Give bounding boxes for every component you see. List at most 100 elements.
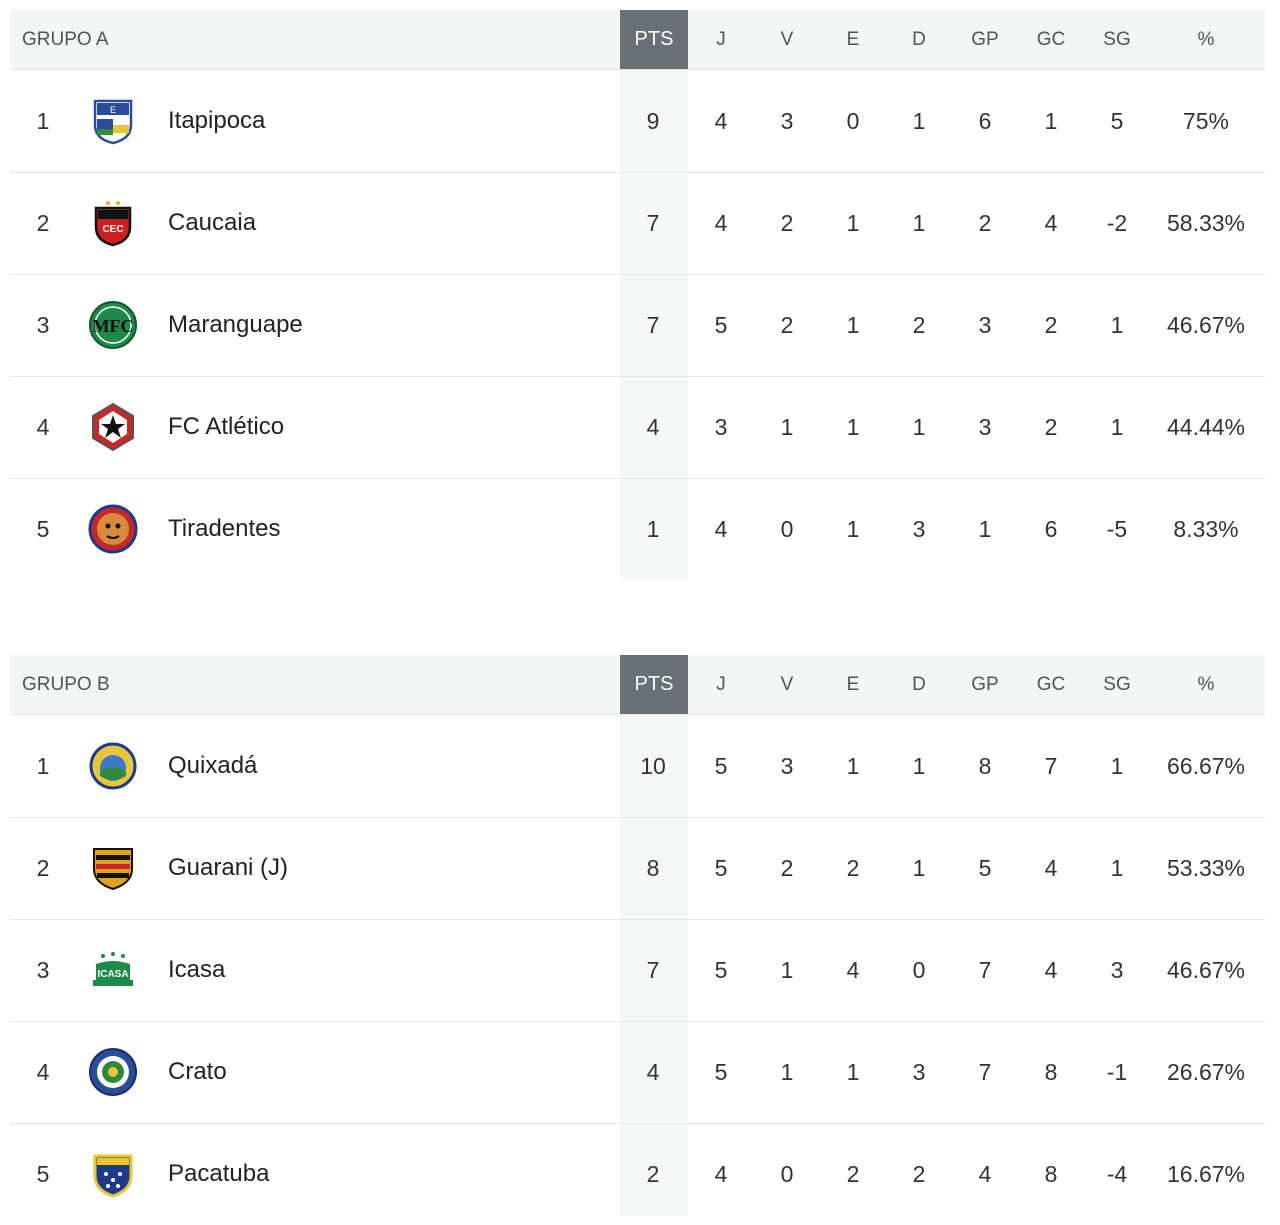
d-cell: 2 [912,1160,926,1187]
pts-cell: 4 [646,1058,660,1085]
d-cell: 0 [912,956,926,983]
table-row[interactable]: 2 Guarani (J) 8 5 2 2 1 5 4 1 53.33% [10,817,1265,920]
pts-cell: 7 [646,311,660,338]
table-header: GRUPO B PTS J V E D GP GC SG % [10,655,1265,715]
team-name[interactable]: Caucaia [168,209,257,236]
j-header[interactable]: J [716,28,726,50]
j-cell: 4 [714,107,728,134]
e-header[interactable]: E [846,28,860,50]
team-name[interactable]: Icasa [168,956,226,983]
team-name[interactable]: Tiradentes [168,515,281,542]
table-row[interactable]: 4 Crato 4 5 1 1 3 7 8 -1 26.67% [10,1021,1265,1124]
pct-cell: 16.67% [1166,1160,1245,1187]
d-header[interactable]: D [912,28,926,50]
gc-cell: 7 [1044,752,1058,779]
maranguape-crest-icon: MFC [88,300,138,350]
table-row[interactable]: 3 MFC Maranguape 7 5 2 1 2 3 2 1 46.67% [10,274,1265,377]
table-row[interactable]: 5 Pacatuba 2 4 0 2 2 4 8 -4 16.67% [10,1123,1265,1225]
svg-text:CEC: CEC [102,224,123,235]
pts-cell: 7 [646,209,660,236]
team-name[interactable]: Itapipoca [168,107,266,134]
gc-cell: 1 [1044,107,1058,134]
itapipoca-crest-icon: E [88,96,138,146]
gp-cell: 2 [978,209,992,236]
e-cell: 1 [846,515,860,542]
j-cell: 5 [714,311,728,338]
position: 5 [36,515,50,542]
pacatuba-crest-icon [88,1149,138,1199]
table-row[interactable]: 1 Quixadá 10 5 3 1 1 8 7 1 66.67% [10,715,1265,818]
crato-crest-icon [88,1047,138,1097]
table-row[interactable]: 3 ICASA Icasa 7 5 1 4 0 7 4 3 46.67% [10,919,1265,1022]
pts-cell: 2 [646,1160,660,1187]
pct-header[interactable]: % [1197,28,1215,50]
gp-header[interactable]: GP [971,673,999,695]
position: 3 [36,311,50,338]
table-row[interactable]: 2 CEC Caucaia 7 4 2 1 1 2 4 -2 58.33% [10,172,1265,275]
pts-cell: 7 [646,956,660,983]
svg-text:MFC: MFC [93,316,134,336]
gp-cell: 4 [978,1160,992,1187]
position: 1 [36,752,50,779]
e-cell: 1 [846,752,860,779]
sg-header[interactable]: SG [1103,28,1131,50]
pct-cell: 46.67% [1166,956,1245,983]
v-header[interactable]: V [780,28,794,50]
e-header[interactable]: E [846,673,860,695]
gp-header[interactable]: GP [971,28,999,50]
position: 4 [36,413,50,440]
j-cell: 3 [714,413,728,440]
pct-header[interactable]: % [1197,673,1215,695]
position: 2 [36,854,50,881]
pct-cell: 75% [1182,107,1230,134]
e-cell: 0 [846,107,860,134]
d-header[interactable]: D [912,673,926,695]
sg-header[interactable]: SG [1103,673,1131,695]
pts-header[interactable]: PTS [620,10,688,69]
table-row[interactable]: 4 FC Atlético 4 3 1 1 1 3 2 1 44.44% [10,376,1265,479]
team-name[interactable]: FC Atlético [168,413,285,440]
v-cell: 1 [780,1058,794,1085]
e-cell: 2 [846,854,860,881]
sg-cell: 1 [1110,854,1124,881]
svg-text:ICASA: ICASA [97,969,128,980]
pct-cell: 44.44% [1166,413,1245,440]
position: 4 [36,1058,50,1085]
gp-cell: 3 [978,311,992,338]
gc-cell: 6 [1044,515,1058,542]
team-name[interactable]: Maranguape [168,311,303,338]
table-row[interactable]: 1 E Itapipoca 9 4 3 0 1 6 1 5 75% [10,70,1265,173]
gc-cell: 4 [1044,956,1058,983]
e-cell: 1 [846,1058,860,1085]
d-cell: 1 [912,107,926,134]
pts-header[interactable]: PTS [620,655,688,714]
team-name[interactable]: Guarani (J) [168,854,289,881]
v-cell: 2 [780,209,794,236]
gp-cell: 7 [978,956,992,983]
sg-cell: -2 [1106,209,1128,236]
gp-cell: 3 [978,413,992,440]
d-cell: 3 [912,515,926,542]
v-cell: 0 [780,1160,794,1187]
sg-cell: -5 [1106,515,1128,542]
gc-header[interactable]: GC [1036,673,1066,695]
d-cell: 1 [912,413,926,440]
fc-atletico-crest-icon [88,402,138,452]
e-cell: 2 [846,1160,860,1187]
gc-header[interactable]: GC [1036,28,1066,50]
position: 1 [36,107,50,134]
v-header[interactable]: V [780,673,794,695]
team-name[interactable]: Pacatuba [168,1160,270,1187]
e-cell: 1 [846,209,860,236]
gp-cell: 5 [978,854,992,881]
team-name[interactable]: Crato [168,1058,227,1085]
j-cell: 5 [714,956,728,983]
table-row[interactable]: 5 Tiradentes 1 4 0 1 3 1 6 -5 8.33% [10,478,1265,580]
gp-cell: 1 [978,515,992,542]
tiradentes-crest-icon [88,504,138,554]
gc-cell: 8 [1044,1058,1058,1085]
team-name[interactable]: Quixadá [168,752,258,779]
gc-cell: 8 [1044,1160,1058,1187]
j-header[interactable]: J [716,673,726,695]
pts-cell: 9 [646,107,660,134]
